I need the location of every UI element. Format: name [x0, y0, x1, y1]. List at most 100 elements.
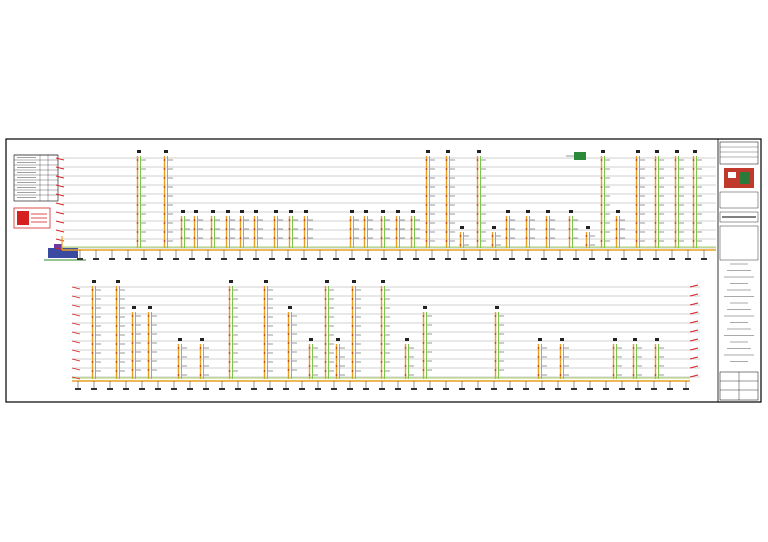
right-outlet-mark	[689, 293, 699, 297]
lower-short-fixture-mark	[199, 347, 202, 349]
upper-tall-fixture-mark	[163, 186, 166, 188]
lower-mid-fixture-mark	[287, 333, 290, 335]
upper-mid-fixture-mark	[395, 219, 398, 221]
lower-drop-label-mark	[603, 388, 609, 390]
upper-tall-fixture-mark	[654, 213, 657, 215]
upper-tall-fixture-mark	[476, 222, 479, 224]
lower-tall-fixture-mark	[91, 316, 94, 318]
lower-drop-label-mark	[619, 388, 625, 390]
lower-mid-fixture-mark	[494, 333, 497, 335]
upper-tall-vent-cap	[477, 150, 481, 153]
lower-tall-fixture-mark	[351, 334, 354, 336]
upper-floor-outlet	[55, 184, 65, 188]
pump-equipment-icon	[44, 244, 86, 261]
lower-drop-label-mark	[411, 388, 417, 390]
upper-tall-fixture-mark	[692, 168, 695, 170]
upper-tall-vent-cap	[693, 150, 697, 153]
upper-mid-vent-cap	[616, 210, 620, 213]
upper-drop-label-mark	[461, 258, 467, 260]
upper-main-header	[61, 236, 716, 251]
lower-tall-fixture-mark	[115, 298, 118, 300]
upper-drop-label-mark	[317, 258, 323, 260]
lower-short-fixture-mark	[177, 365, 180, 367]
upper-tall-fixture-mark	[476, 204, 479, 206]
upper-mid-vent-cap	[396, 210, 400, 213]
lower-short-fixture-mark	[537, 365, 540, 367]
lower-tall-fixture-mark	[263, 289, 266, 291]
lower-short-fixture-mark	[537, 347, 540, 349]
upper-tall-fixture-mark	[425, 195, 428, 197]
upper-drop-label-mark	[333, 258, 339, 260]
upper-tall-fixture-mark	[163, 240, 166, 242]
lower-short-vent-cap	[560, 338, 564, 341]
lower-main-header	[72, 377, 690, 382]
upper-tall-vent-cap	[164, 150, 168, 153]
upper-tall-fixture-mark	[654, 168, 657, 170]
upper-drop-label-mark	[173, 258, 179, 260]
upper-tall-fixture-mark	[476, 195, 479, 197]
lower-mid-fixture-mark	[287, 315, 290, 317]
lower-mid-vent-cap	[288, 306, 292, 309]
lower-drop-label-mark	[219, 388, 225, 390]
lower-tall-fixture-mark	[228, 289, 231, 291]
upper-mid-fixture-mark	[225, 228, 228, 230]
lower-tall-fixture-mark	[115, 325, 118, 327]
lower-drop-label-mark	[75, 388, 81, 390]
top-equipment-icon	[566, 152, 586, 160]
upper-floor-outlet	[55, 157, 65, 161]
upper-tall-fixture-mark	[445, 186, 448, 188]
upper-tall-fixture-mark	[476, 168, 479, 170]
lower-short-fixture-mark	[537, 374, 540, 376]
upper-drop-label-mark	[157, 258, 163, 260]
upper-tall-vent-cap	[601, 150, 605, 153]
upper-drop-label-mark	[685, 258, 691, 260]
upper-tall-fixture-mark	[163, 231, 166, 233]
lower-short-fixture-mark	[335, 356, 338, 358]
upper-mid-fixture-mark	[505, 219, 508, 221]
upper-tall-fixture-mark	[445, 222, 448, 224]
upper-floor-outlet	[55, 202, 65, 206]
lower-short-fixture-mark	[335, 347, 338, 349]
lower-mid-fixture-mark	[131, 342, 134, 344]
upper-tall-fixture-mark	[163, 204, 166, 206]
upper-mid-fixture-mark	[239, 237, 242, 239]
upper-mid-fixture-mark	[363, 228, 366, 230]
upper-drop-label-mark	[269, 258, 275, 260]
lower-short-fixture-mark	[654, 374, 657, 376]
upper-tall-fixture-mark	[692, 240, 695, 242]
upper-mid-fixture-mark	[225, 219, 228, 221]
upper-floor-outlet	[55, 211, 65, 215]
upper-tall-fixture-mark	[600, 195, 603, 197]
upper-floor-outlet	[55, 229, 65, 233]
lower-short-fixture-mark	[559, 365, 562, 367]
upper-mid-vent-cap	[364, 210, 368, 213]
upper-mid-fixture-mark	[545, 228, 548, 230]
upper-tall-fixture-mark	[674, 186, 677, 188]
upper-tall-fixture-mark	[136, 159, 139, 161]
upper-mid-vent-cap	[254, 210, 258, 213]
lower-drop-label-mark	[91, 388, 97, 390]
lower-short-vent-cap	[655, 338, 659, 341]
upper-mid-vent-cap	[211, 210, 215, 213]
upper-tall-fixture-mark	[425, 159, 428, 161]
lower-tall-fixture-mark	[263, 361, 266, 363]
upper-tall-fixture-mark	[692, 231, 695, 233]
lower-tall-fixture-mark	[380, 298, 383, 300]
lower-tall-fixture-mark	[351, 370, 354, 372]
lower-tall-fixture-mark	[380, 361, 383, 363]
upper-tall-fixture-mark	[635, 195, 638, 197]
upper-tall-fixture-mark	[635, 177, 638, 179]
lower-tall-fixture-mark	[324, 370, 327, 372]
upper-tall-fixture-mark	[674, 222, 677, 224]
lower-mid-fixture-mark	[131, 369, 134, 371]
lower-tall-fixture-mark	[324, 343, 327, 345]
lower-tall-fixture-mark	[380, 334, 383, 336]
lower-mid-fixture-mark	[422, 369, 425, 371]
upper-mid-fixture-mark	[505, 228, 508, 230]
upper-mid-vent-cap	[546, 210, 550, 213]
company-logo-icon	[724, 168, 754, 188]
lower-short-fixture-mark	[559, 347, 562, 349]
lower-tall-vent-cap	[381, 280, 385, 283]
right-outlet-mark	[689, 302, 699, 306]
upper-tall-fixture-mark	[692, 195, 695, 197]
